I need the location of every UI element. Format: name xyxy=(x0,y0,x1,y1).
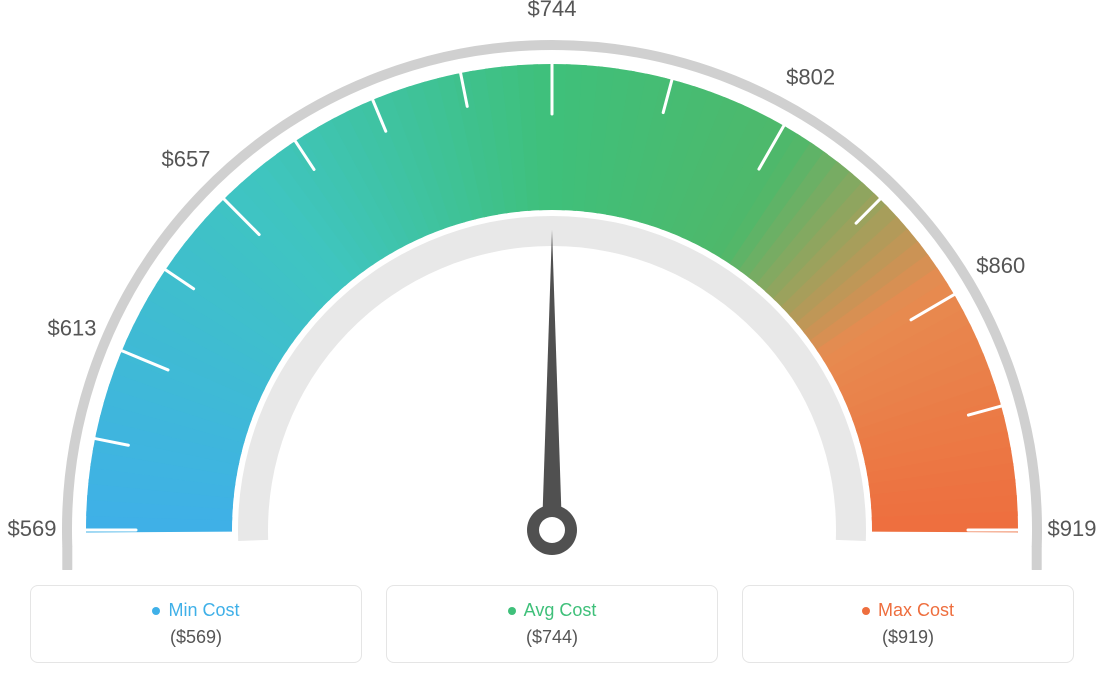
min-cost-value: ($569) xyxy=(170,627,222,648)
gauge-tick-label: $569 xyxy=(8,516,57,541)
gauge-tick-label: $919 xyxy=(1048,516,1097,541)
min-cost-card: Min Cost ($569) xyxy=(30,585,362,663)
cost-gauge: $569 $613 $657 $744 $802 $860 $919 xyxy=(0,0,1104,570)
gauge-needle xyxy=(542,230,562,530)
avg-cost-value: ($744) xyxy=(526,627,578,648)
avg-cost-label: Avg Cost xyxy=(524,600,597,621)
dot-icon xyxy=(508,607,516,615)
gauge-tick-label: $744 xyxy=(528,0,577,21)
gauge-tick-label: $657 xyxy=(161,146,210,171)
min-cost-label: Min Cost xyxy=(168,600,239,621)
dot-icon xyxy=(862,607,870,615)
summary-cards: Min Cost ($569) Avg Cost ($744) Max Cost… xyxy=(30,585,1074,663)
gauge-tick-label: $802 xyxy=(786,65,835,90)
gauge-tick-label: $860 xyxy=(976,253,1025,278)
avg-cost-card: Avg Cost ($744) xyxy=(386,585,718,663)
max-cost-card: Max Cost ($919) xyxy=(742,585,1074,663)
max-cost-label: Max Cost xyxy=(878,600,954,621)
dot-icon xyxy=(152,607,160,615)
gauge-tick-label: $613 xyxy=(48,316,97,341)
max-cost-value: ($919) xyxy=(882,627,934,648)
